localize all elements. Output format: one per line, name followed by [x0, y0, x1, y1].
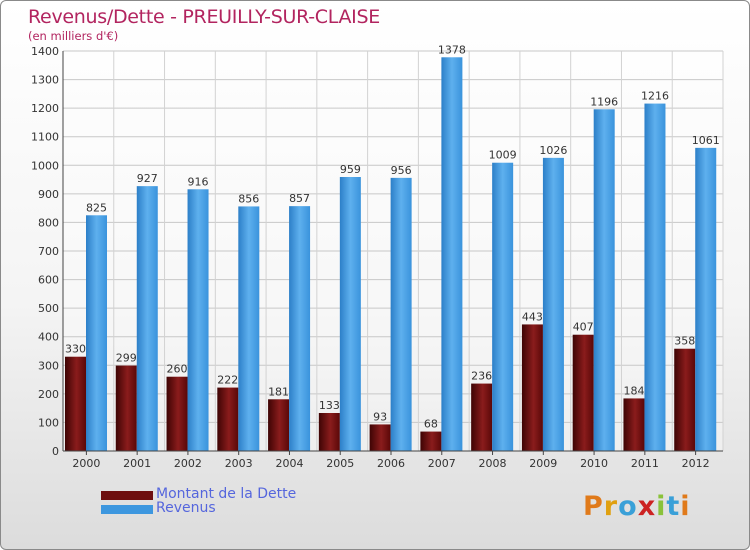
bar-dette [572, 334, 594, 451]
x-tick-label: 2005 [326, 457, 354, 470]
data-label-dette: 358 [674, 335, 695, 348]
y-tick-label: 900 [38, 188, 59, 201]
bar-revenus [390, 177, 412, 451]
bar-dette [623, 398, 645, 451]
logo-letter: o [618, 491, 638, 522]
data-label-dette: 260 [167, 363, 188, 376]
data-label-dette: 330 [65, 343, 86, 356]
x-tick-label: 2006 [377, 457, 405, 470]
logo-letter: i [680, 491, 691, 522]
chart-subtitle: (en milliers d'€) [28, 29, 119, 43]
bar-dette [674, 348, 696, 451]
x-tick-label: 2012 [682, 457, 710, 470]
bar-revenus [86, 215, 107, 451]
x-tick-label: 2009 [529, 457, 557, 470]
bar-dette [369, 424, 391, 451]
data-label-revenus: 959 [340, 163, 361, 176]
data-label-dette: 181 [268, 385, 289, 398]
data-label-revenus: 1196 [590, 95, 618, 108]
bar-dette [268, 399, 290, 451]
x-tick-label: 2001 [123, 457, 151, 470]
legend-swatch-dette [101, 491, 153, 500]
chart-title: Revenus/Dette - PREUILLY-SUR-CLAISE [28, 6, 380, 28]
bar-dette [217, 387, 239, 451]
bar-revenus [187, 189, 209, 452]
y-tick-label: 800 [38, 216, 59, 229]
bar-dette [65, 356, 86, 451]
data-label-dette: 93 [373, 410, 387, 423]
legend-label-dette: Montant de la Dette [156, 486, 297, 502]
data-label-revenus: 825 [86, 201, 107, 214]
y-tick-label: 700 [38, 245, 59, 258]
bar-revenus [136, 186, 158, 451]
x-tick-label: 2002 [174, 457, 202, 470]
y-tick-label: 1400 [31, 45, 59, 58]
y-tick-label: 500 [38, 302, 59, 315]
x-tick-label: 2011 [631, 457, 659, 470]
bar-revenus [339, 177, 361, 451]
data-label-revenus: 1216 [641, 90, 669, 103]
y-tick-label: 600 [38, 274, 59, 287]
data-label-revenus: 1061 [692, 134, 720, 147]
bar-revenus [238, 206, 260, 451]
bar-dette [166, 376, 188, 451]
data-label-dette: 236 [471, 370, 492, 383]
data-label-dette: 407 [573, 321, 594, 334]
bar-revenus [492, 162, 514, 451]
logo-letter: t [666, 491, 681, 522]
x-tick-label: 2010 [580, 457, 608, 470]
y-tick-label: 200 [38, 388, 59, 401]
logo-letter: x [637, 491, 657, 522]
bar-revenus [441, 57, 463, 452]
bar-dette [318, 413, 340, 451]
x-tick-label: 2008 [479, 457, 507, 470]
x-tick-label: 2000 [72, 457, 100, 470]
y-tick-label: 300 [38, 359, 59, 372]
bar-revenus [593, 109, 615, 452]
bar-revenus [289, 206, 311, 451]
bar-revenus [542, 157, 564, 451]
data-label-revenus: 1009 [489, 149, 517, 162]
y-tick-label: 1200 [31, 102, 59, 115]
y-tick-label: 1000 [31, 159, 59, 172]
y-tick-label: 1300 [31, 74, 59, 87]
proxiti-logo: Proxiti [583, 491, 691, 522]
y-tick-label: 1100 [31, 131, 59, 144]
bar-dette [420, 431, 442, 451]
bar-revenus [644, 103, 666, 452]
data-label-dette: 68 [424, 418, 438, 431]
data-label-revenus: 916 [188, 175, 209, 188]
legend-swatch-revenus [101, 505, 153, 514]
y-tick-label: 0 [52, 445, 59, 458]
data-label-dette: 222 [217, 374, 238, 387]
x-tick-label: 2007 [428, 457, 456, 470]
data-label-revenus: 1378 [438, 43, 466, 56]
data-label-revenus: 856 [238, 192, 259, 205]
logo-letter: P [583, 491, 604, 522]
bar-dette [521, 324, 543, 451]
y-tick-label: 100 [38, 416, 59, 429]
legend-label-revenus: Revenus [156, 500, 216, 516]
bar-dette [471, 383, 493, 451]
y-tick-label: 400 [38, 331, 59, 344]
bar-dette [115, 365, 137, 451]
x-tick-label: 2003 [225, 457, 253, 470]
data-label-revenus: 956 [391, 164, 412, 177]
x-tick-label: 2004 [275, 457, 303, 470]
logo-letter: i [656, 491, 667, 522]
data-label-revenus: 857 [289, 192, 310, 205]
data-label-revenus: 927 [137, 172, 158, 185]
data-label-dette: 299 [116, 352, 137, 365]
data-label-dette: 184 [623, 384, 644, 397]
bar-revenus [695, 147, 717, 451]
data-label-dette: 443 [522, 310, 543, 323]
data-label-dette: 133 [319, 399, 340, 412]
logo-letter: r [603, 491, 619, 522]
data-label-revenus: 1026 [539, 144, 567, 157]
